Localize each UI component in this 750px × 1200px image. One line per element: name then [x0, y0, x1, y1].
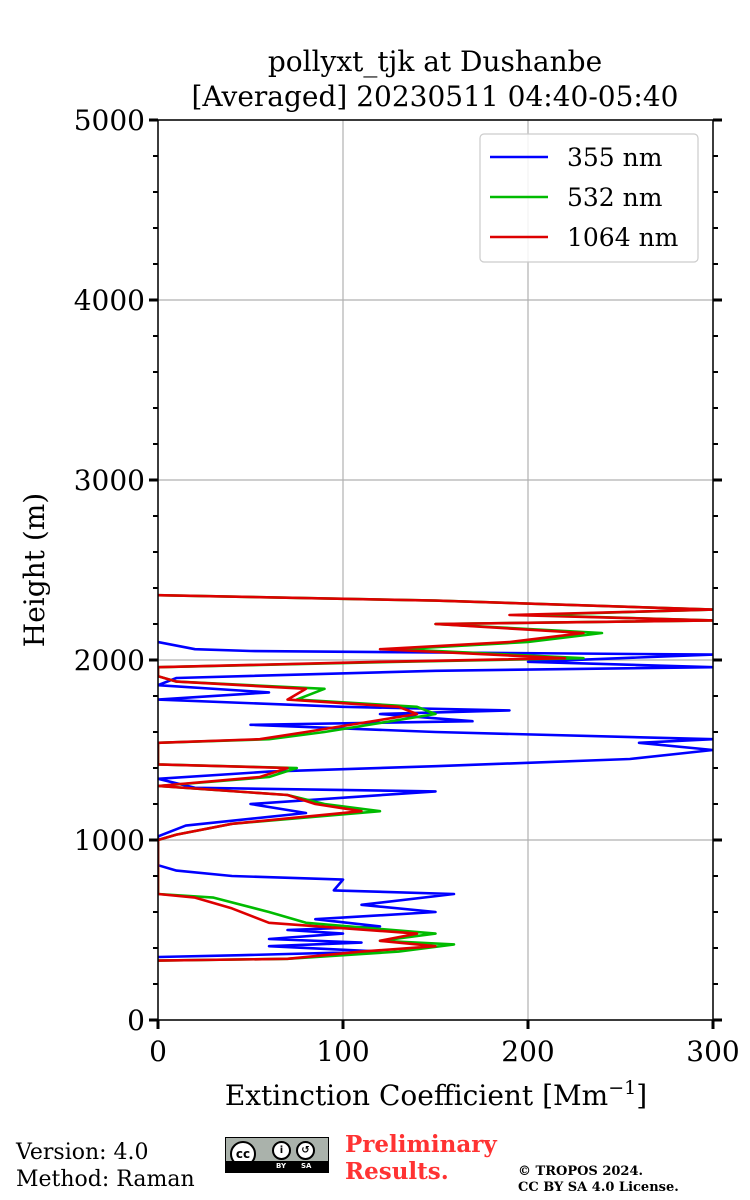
- y-tick-label: 5000: [74, 104, 145, 137]
- chart-title-line1: pollyxt_tjk at Dushanbe: [268, 45, 602, 78]
- badge-sa-label: SA: [301, 1162, 312, 1170]
- attribution-icon: i: [272, 1141, 291, 1160]
- y-tick-label: 0: [127, 1004, 145, 1037]
- cc-license-badge: cc i ↺ BY SA: [225, 1137, 329, 1173]
- y-tick-label: 1000: [74, 824, 145, 857]
- legend: 355 nm 532 nm 1064 nm: [479, 133, 699, 263]
- x-tick-label: 100: [316, 1035, 369, 1068]
- method-text: Method: Raman: [16, 1167, 195, 1192]
- axis-ticks: [149, 118, 722, 1029]
- y-tick-label: 3000: [74, 464, 145, 497]
- legend-label: 355 nm: [567, 143, 663, 172]
- plot-frame: [157, 119, 714, 1021]
- chart-title-line2: [Averaged] 20230511 04:40-05:40: [192, 80, 679, 113]
- data-series: [158, 593, 713, 962]
- preliminary-line1: Preliminary: [345, 1131, 497, 1158]
- preliminary-line2: Results.: [345, 1158, 449, 1185]
- x-tick-label: 0: [149, 1035, 167, 1068]
- y-tick-label: 2000: [74, 644, 145, 677]
- badge-bar: [226, 1161, 328, 1172]
- x-axis-label: Extinction Coefficient [Mm−1]: [225, 1077, 647, 1112]
- x-axis-label-main: Extinction Coefficient [Mm: [225, 1079, 608, 1112]
- x-tick-label: 300: [686, 1035, 739, 1068]
- series-line-355-nm: [158, 640, 713, 959]
- series-line-1064-nm: [158, 593, 713, 962]
- copyright-line2: CC BY SA 4.0 License.: [518, 1180, 679, 1195]
- version-text: Version: 4.0: [16, 1140, 149, 1165]
- legend-box: [479, 133, 699, 263]
- x-axis-label-close: ]: [636, 1079, 647, 1112]
- x-axis-label-sup: −1: [608, 1077, 636, 1099]
- y-axis-label: Height (m): [18, 493, 51, 647]
- y-tick-label: 4000: [74, 284, 145, 317]
- copyright-line1: © TROPOS 2024.: [518, 1164, 644, 1179]
- badge-by-label: BY: [276, 1162, 287, 1170]
- legend-label: 532 nm: [567, 183, 663, 212]
- legend-label: 1064 nm: [567, 223, 679, 252]
- share-alike-icon: ↺: [296, 1141, 315, 1160]
- x-tick-label: 200: [501, 1035, 554, 1068]
